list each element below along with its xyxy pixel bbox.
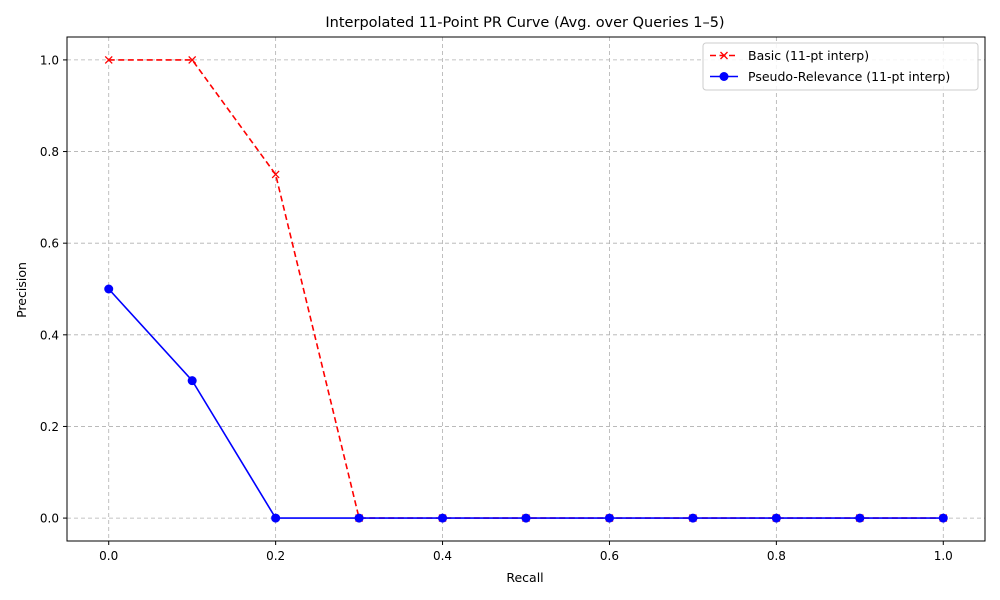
legend-marker: [719, 72, 729, 81]
tick-layer: 0.0 0.2 0.4 0.6 0.8 1.0 0.0 0.2 0.4 0.6 0.8 1.0: [40, 53, 953, 563]
series-1: [104, 284, 948, 523]
data-point: [521, 513, 531, 523]
x-tick-label: 0.4: [433, 549, 452, 563]
legend-box: [702, 42, 979, 91]
data-point: [771, 513, 781, 523]
data-point: [271, 170, 280, 179]
x-tick-label: 1.0: [934, 549, 953, 563]
data-point: [104, 55, 113, 64]
data-point: [354, 513, 364, 523]
data-point: [271, 513, 281, 523]
x-tick-label: 0.6: [600, 549, 619, 563]
data-point: [938, 513, 948, 523]
y-tick-label: 0.8: [40, 145, 59, 159]
legend-entry: Pseudo-Relevance (11-pt interp): [710, 69, 950, 84]
series-layer: [104, 55, 948, 523]
x-tick-label: 0.8: [767, 549, 786, 563]
data-point: [187, 376, 197, 386]
x-tick-label: 0.2: [266, 549, 285, 563]
y-tick-label: 1.0: [40, 53, 59, 67]
y-tick-label: 0.0: [40, 512, 59, 526]
y-tick-label: 0.2: [40, 420, 59, 434]
legend-label: Pseudo-Relevance (11-pt interp): [748, 69, 950, 84]
y-tick-label: 0.6: [40, 237, 59, 251]
data-point: [688, 513, 698, 523]
plot-frame: [66, 36, 986, 542]
chart-title: Interpolated 11-Point PR Curve (Avg. ove…: [325, 15, 724, 31]
data-point: [604, 513, 614, 523]
y-tick-label: 0.4: [40, 328, 59, 342]
x-tick-label: 0.0: [99, 549, 118, 563]
legend-entry: Basic (11-pt interp): [710, 48, 869, 63]
legend-label: Basic (11-pt interp): [748, 48, 869, 63]
x-axis-label: Recall: [506, 570, 543, 585]
data-point: [188, 55, 197, 64]
legend: Basic (11-pt interp) Pseudo-Relevance (11…: [702, 42, 979, 91]
data-point: [855, 513, 865, 523]
data-point: [438, 513, 448, 523]
data-point: [104, 284, 114, 294]
legend-marker: [720, 51, 728, 60]
y-axis-label: Precision: [14, 262, 29, 318]
